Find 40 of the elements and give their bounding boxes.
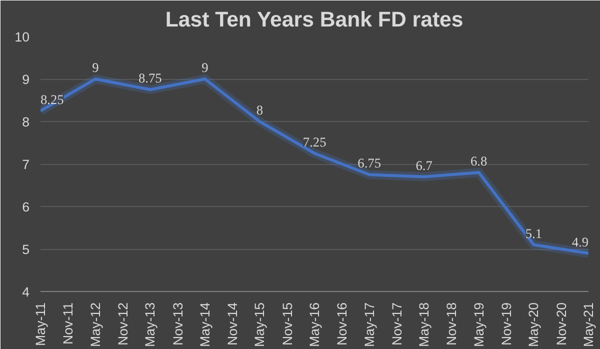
x-tick-label: May-15 (252, 302, 268, 347)
data-label: 8 (256, 102, 264, 118)
data-label: 8.25 (40, 92, 64, 107)
x-tick-label: Nov-18 (444, 302, 460, 346)
x-tick-label: May-11 (33, 302, 48, 346)
x-tick-label: May-17 (362, 302, 377, 347)
x-tick-label: May-13 (142, 302, 158, 347)
x-tick-label: May-14 (197, 302, 212, 347)
data-label: 6.75 (358, 156, 382, 171)
x-tick-label: May-12 (88, 302, 103, 347)
data-label: 5.1 (525, 226, 542, 241)
data-label: 6.7 (416, 158, 433, 173)
y-tick-label: 5 (22, 242, 30, 257)
x-tick-label: Nov-13 (170, 302, 186, 346)
x-tick-label: Nov-20 (554, 302, 569, 346)
x-tick-label: Nov-14 (225, 302, 240, 346)
data-label: 9 (92, 60, 100, 75)
x-tick-label: Nov-11 (60, 302, 76, 344)
x-tick-label: May-21 (581, 302, 596, 347)
chart-title: Last Ten Years Bank FD rates (165, 8, 464, 32)
y-tick-label: 9 (22, 72, 30, 87)
data-label: 8.75 (138, 70, 162, 86)
x-tick-label: Nov-15 (280, 302, 295, 346)
data-label: 6.8 (470, 154, 488, 168)
data-label: 7.25 (302, 134, 327, 150)
y-tick-label: 6 (22, 200, 30, 214)
x-tick-label: May-18 (416, 302, 432, 347)
x-tick-label: May-20 (526, 302, 542, 347)
x-tick-label: Nov-17 (389, 302, 404, 346)
x-tick-label: Nov-19 (498, 302, 514, 346)
data-label: 4.9 (572, 234, 589, 250)
x-tick-label: May-19 (471, 302, 486, 347)
y-tick-label: 7 (22, 157, 30, 172)
y-tick-label: 8 (22, 114, 30, 130)
x-tick-label: Nov-16 (334, 302, 350, 346)
y-tick-label: 4 (22, 284, 30, 300)
data-label: 9 (202, 60, 209, 75)
x-tick-label: May-16 (307, 302, 322, 347)
x-tick-label: Nov-12 (116, 302, 131, 346)
y-tick-label: 10 (14, 30, 30, 44)
